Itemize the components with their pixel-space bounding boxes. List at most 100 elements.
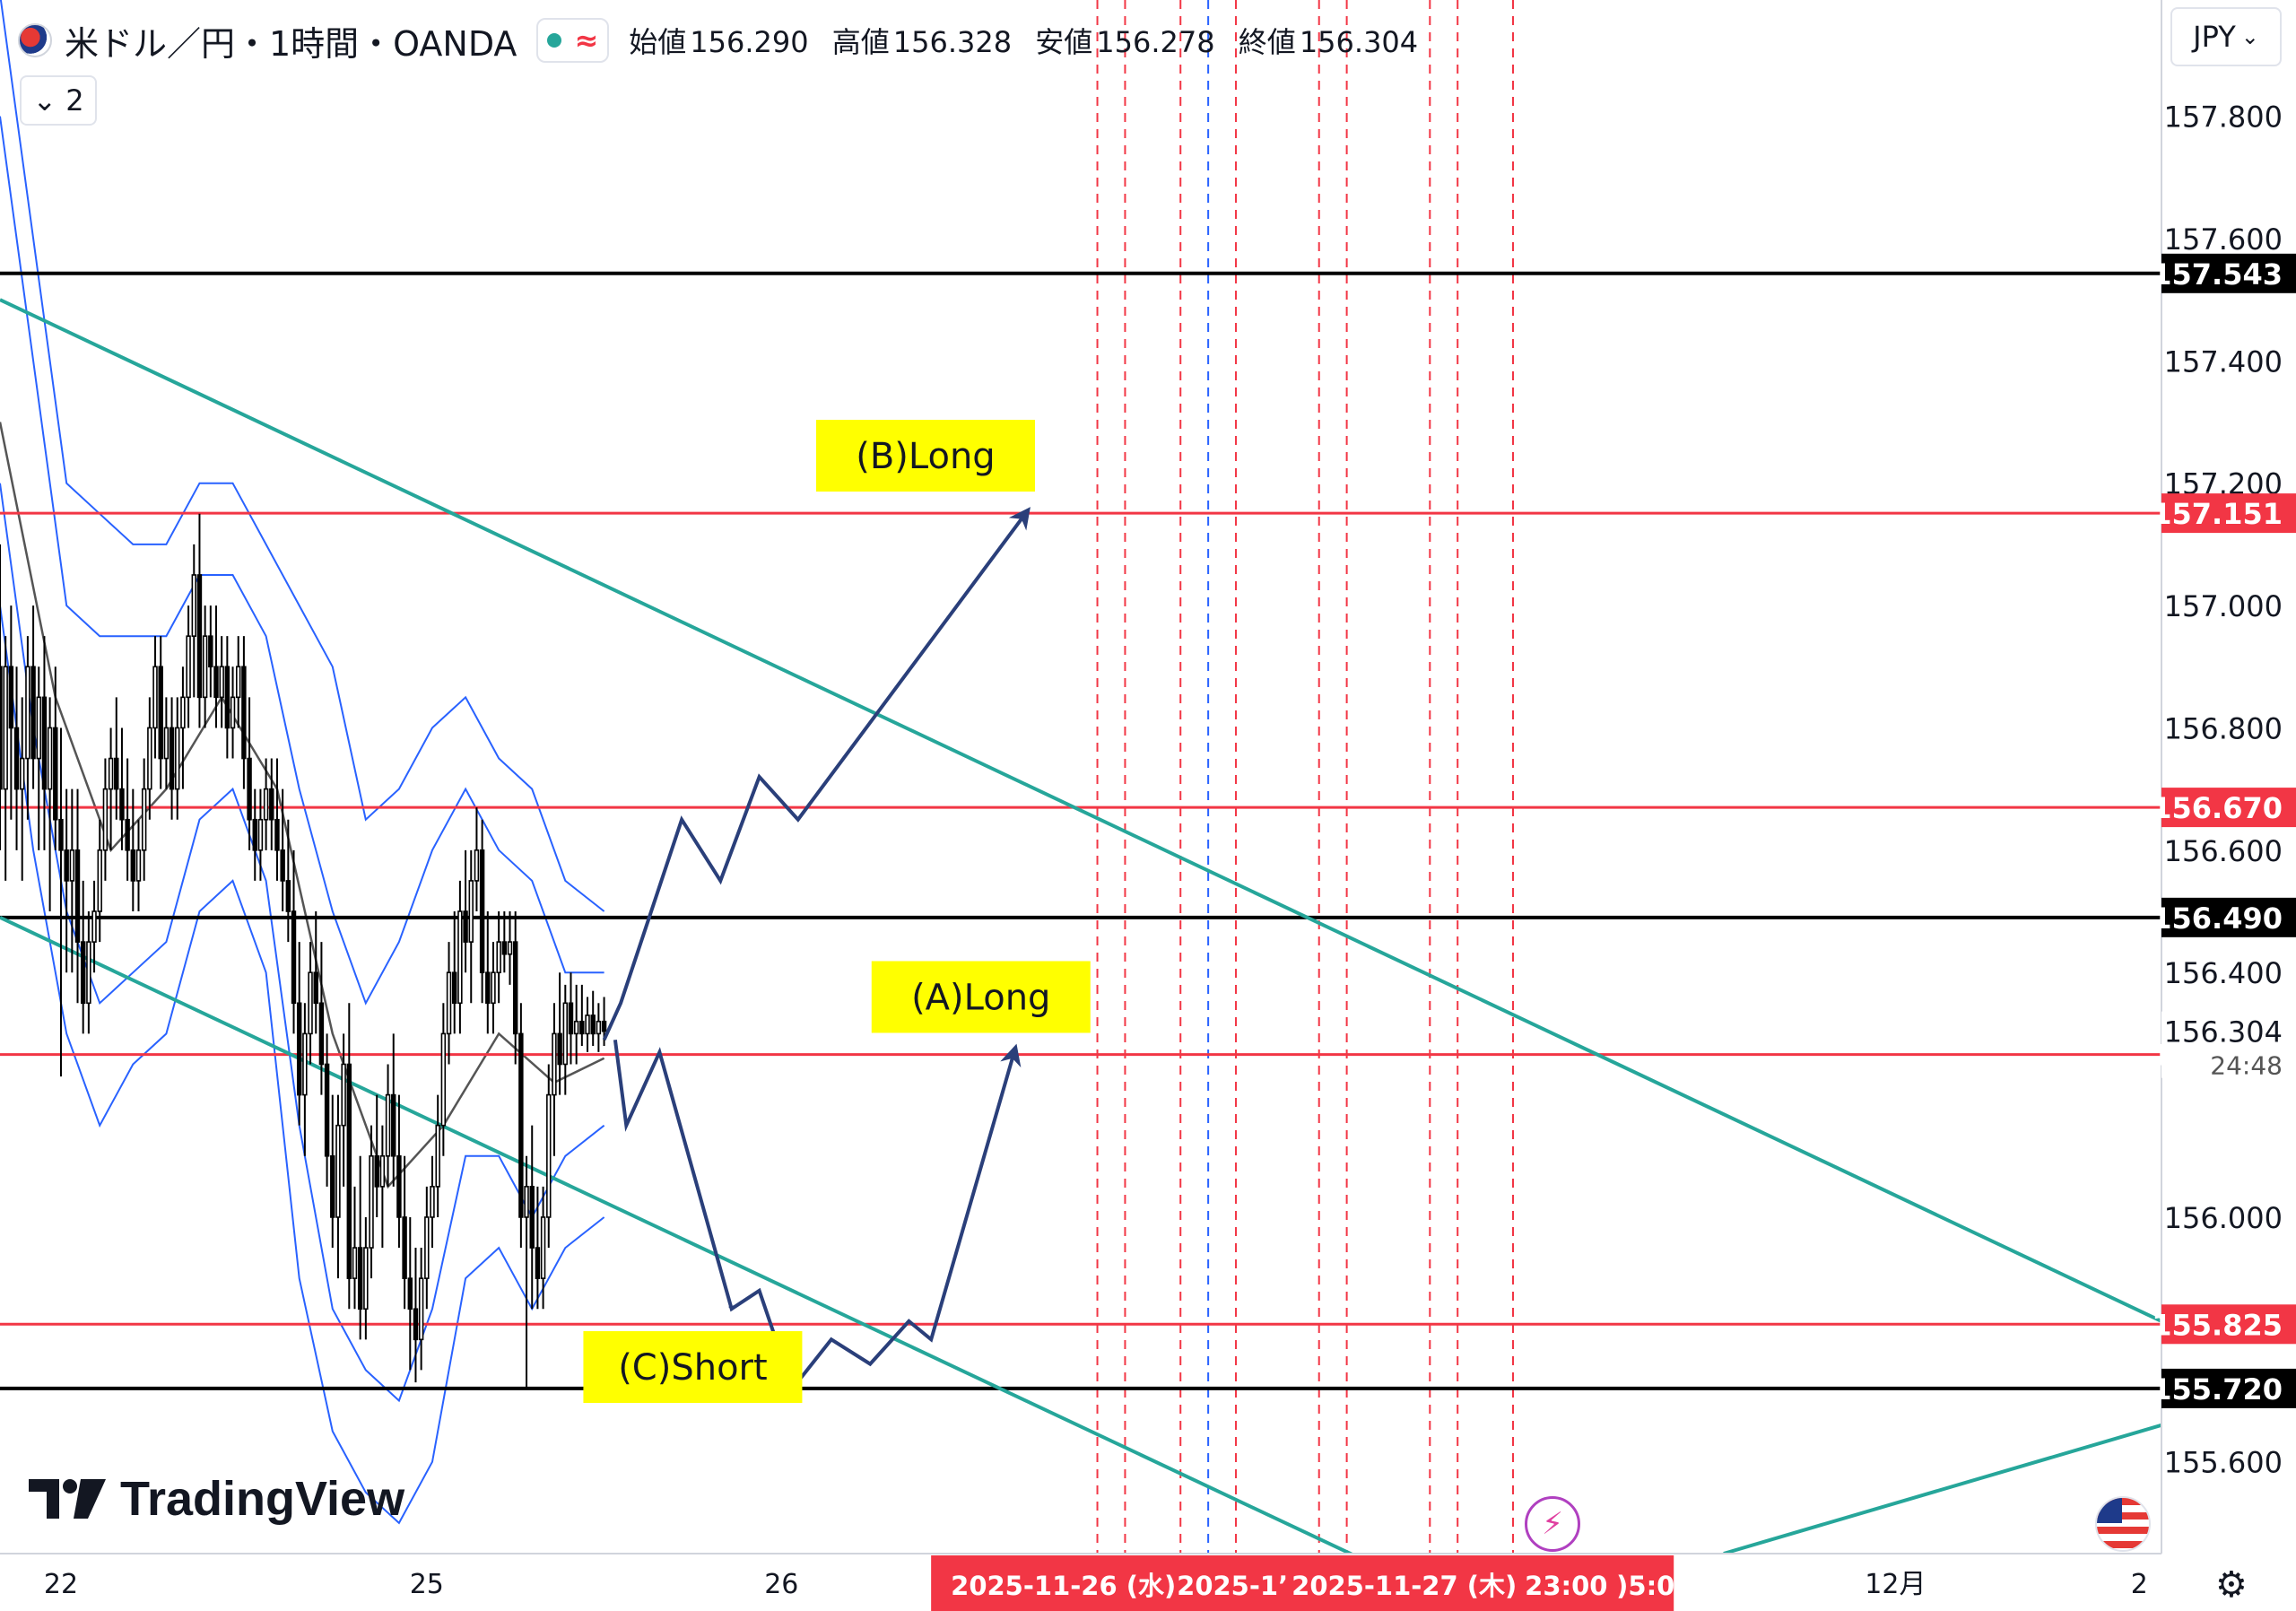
moving-average-line <box>0 422 605 1189</box>
candle-body <box>169 727 175 790</box>
candle-body <box>135 849 142 882</box>
time-range-label: 2025-1’ <box>1177 1571 1288 1601</box>
currency-button[interactable]: JPY ⌄ <box>2170 7 2282 66</box>
level-label-156.670: 156.670 <box>2152 791 2283 825</box>
candle <box>308 942 313 1065</box>
candle-body <box>440 1032 447 1127</box>
price-tick-label: 156.600 <box>2164 834 2283 868</box>
candle-body <box>208 635 213 668</box>
candle <box>114 697 119 820</box>
candle <box>463 849 468 973</box>
level-label-bg <box>2161 493 2296 534</box>
us-flag-icon[interactable] <box>2095 1496 2151 1552</box>
candle-body <box>64 849 69 882</box>
candle <box>352 1186 358 1310</box>
candle <box>369 1125 374 1279</box>
candle-body <box>180 696 186 729</box>
candle <box>501 911 508 973</box>
candle <box>346 1003 352 1310</box>
candle <box>263 758 269 850</box>
candle-body <box>496 941 501 974</box>
candle <box>424 1186 430 1310</box>
candle <box>202 605 208 728</box>
candle <box>158 636 163 789</box>
candle <box>318 942 325 1095</box>
candle <box>224 636 230 759</box>
candle <box>269 758 274 850</box>
candle-body <box>163 727 170 760</box>
candle <box>80 880 86 1034</box>
candle-body <box>507 941 513 955</box>
candle <box>540 1186 546 1310</box>
close-value: 156.304 <box>1299 25 1419 59</box>
candle <box>379 1125 386 1249</box>
candle-body <box>352 1247 358 1279</box>
candle-body <box>102 788 109 851</box>
candle-body <box>263 788 269 821</box>
candle <box>102 758 109 881</box>
candle-body <box>219 666 224 699</box>
candle <box>175 697 180 820</box>
level-label-157.543: 157.543 <box>2152 257 2283 292</box>
symbol-title[interactable]: 米ドル／円・1時間・OANDA <box>65 23 517 64</box>
candle-body <box>446 971 452 1035</box>
candle <box>496 911 501 1004</box>
time-range-label: )5:00 <box>1616 1571 1692 1601</box>
channel-line-0 <box>0 298 2162 1323</box>
price-tick-label: 157.600 <box>2164 222 2283 257</box>
price-tick-label: 156.800 <box>2164 711 2283 745</box>
annotation-label: (A)Long <box>911 977 1050 1018</box>
ohlc-readout: 始値 156.290 高値 156.328 安値 156.278 終値 156.304 <box>629 20 1432 61</box>
candle-body <box>396 1154 402 1218</box>
channel-line-2 <box>1723 1423 2162 1555</box>
candle-body <box>457 910 463 1005</box>
candle-body <box>491 971 496 1005</box>
candle-body <box>468 880 474 943</box>
candle <box>452 911 457 1034</box>
candle-body <box>30 666 36 760</box>
candle <box>230 666 236 759</box>
candle <box>324 1033 330 1187</box>
candle-body <box>280 849 285 882</box>
lightning-icon[interactable]: ⚡ <box>1525 1496 1580 1552</box>
time-range-highlight <box>931 1555 1674 1611</box>
tradingview-wordmark: TradingView <box>120 1472 405 1526</box>
candle <box>163 697 170 789</box>
candle <box>108 727 114 850</box>
candle-body <box>391 1093 396 1157</box>
settings-icon[interactable]: ⚙ <box>2215 1564 2248 1606</box>
candle <box>552 1003 557 1156</box>
candle-body <box>230 696 236 729</box>
candle-body <box>579 1020 585 1035</box>
candle-body <box>13 727 20 790</box>
time-range-label: 2025-11-27 (木) <box>1292 1571 1517 1601</box>
candle <box>241 636 247 789</box>
candle <box>141 758 147 881</box>
candle <box>435 1094 440 1217</box>
candle-body <box>308 971 313 1035</box>
annotation-2: (C)Short <box>583 1331 803 1404</box>
candle <box>413 1248 419 1383</box>
candle <box>91 880 97 973</box>
candle-body <box>430 1186 435 1218</box>
candle-body <box>58 818 64 851</box>
annotation-1: (A)Long <box>871 961 1091 1033</box>
time-tick-label: 22 <box>44 1569 78 1600</box>
candle <box>302 1003 308 1156</box>
indicator-collapse-button[interactable]: ⌄ 2 <box>20 75 97 126</box>
last-price-label: 156.304 <box>2164 1015 2283 1049</box>
candle-body <box>241 666 247 760</box>
candle <box>479 819 485 1004</box>
level-label-bg <box>2161 788 2296 828</box>
status-pill[interactable]: ≈ <box>536 18 610 63</box>
high-key: 高値 <box>831 25 890 59</box>
time-range-label: 2025-11-26 (水) <box>951 1571 1176 1601</box>
candle-body <box>485 971 491 1005</box>
close-key: 終値 <box>1238 25 1296 59</box>
level-label-155.720: 155.720 <box>2152 1372 2283 1406</box>
open-value: 156.290 <box>690 25 809 59</box>
tradingview-logo: TradingView <box>29 1471 404 1527</box>
candle-body <box>119 788 125 821</box>
countdown-label: 24:48 <box>2210 1051 2283 1081</box>
